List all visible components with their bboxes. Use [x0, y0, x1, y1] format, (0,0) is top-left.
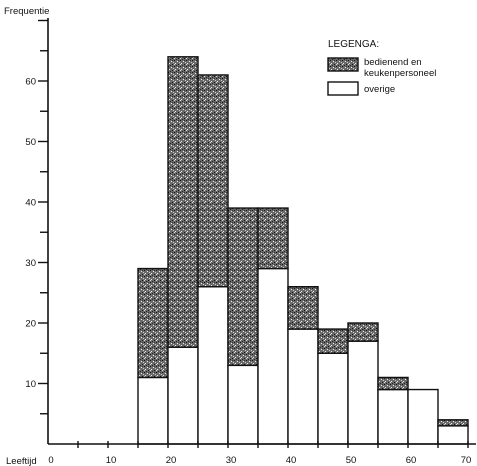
bar-overige-40 [287, 328, 319, 445]
x-ticks-group: 0 10 20 30 40 50 60 70 [48, 441, 471, 466]
legend-swatch-overige [327, 81, 359, 96]
legend-label-bedienend-line1: bedienend en [364, 57, 422, 68]
bar-bedienend-25 [197, 74, 229, 288]
y-tick-label-40: 40 [25, 198, 36, 209]
y-tick-label-30: 30 [25, 258, 36, 269]
x-tick-label-0: 0 [48, 455, 53, 466]
y-tick-label-50: 50 [25, 137, 36, 148]
bar-bedienend-50 [347, 322, 379, 342]
x-tick-label-10: 10 [106, 455, 117, 466]
bar-bedienend-15 [137, 267, 169, 379]
legend-label-overige: overige [364, 84, 395, 95]
bar-overige-35 [257, 267, 289, 445]
bar-overige-60 [407, 388, 439, 445]
bar-overige-15 [137, 376, 169, 445]
x-tick-label-60: 60 [406, 455, 417, 466]
legend: LEGENGA: bedienend en keukenpersoneel ov… [327, 39, 436, 96]
y-axis-label: Frequentie [4, 6, 49, 17]
bar-bedienend-65 [437, 419, 469, 427]
bar-overige-25 [197, 286, 229, 445]
bar-overige-20 [167, 346, 199, 445]
x-axis-label: Leeftijd [6, 456, 37, 466]
bar-overige-45 [317, 352, 349, 445]
legend-swatch-bedienend [327, 57, 359, 72]
bar-bedienend-45 [317, 328, 349, 354]
x-tick-label-50: 50 [346, 455, 357, 466]
legend-label-bedienend-line2: keukenpersoneel [364, 68, 436, 79]
y-tick-label-60: 60 [25, 77, 36, 88]
x-tick-label-30: 30 [226, 455, 237, 466]
bar-overige-55 [377, 388, 409, 445]
bar-bedienend-35 [257, 207, 289, 270]
x-tick-label-70: 70 [461, 455, 472, 466]
y-ticks-group: 10 20 30 40 50 60 [25, 19, 48, 415]
x-tick-label-20: 20 [166, 455, 177, 466]
y-tick-label-20: 20 [25, 319, 36, 330]
y-tick-label-10: 10 [25, 379, 36, 390]
bar-overige-50 [347, 340, 379, 445]
x-tick-label-40: 40 [286, 455, 297, 466]
bar-overige-65 [437, 425, 469, 445]
bar-bedienend-55 [377, 376, 409, 391]
bar-bedienend-30 [227, 207, 259, 367]
bar-bedienend-40 [287, 286, 319, 330]
bars-group [137, 56, 469, 445]
legend-title: LEGENGA: [328, 39, 379, 50]
bar-overige-30 [227, 364, 259, 445]
bar-bedienend-20 [167, 56, 199, 348]
